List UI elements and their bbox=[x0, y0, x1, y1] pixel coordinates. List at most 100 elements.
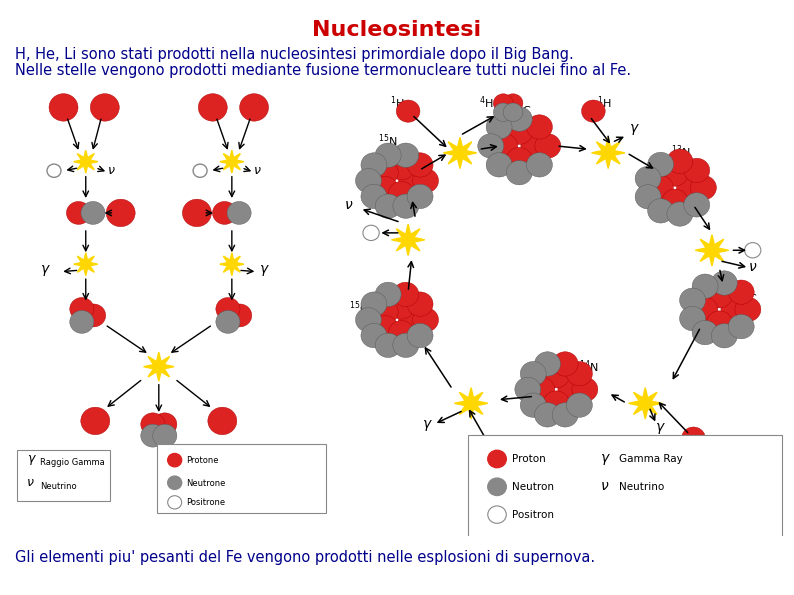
Polygon shape bbox=[592, 137, 625, 168]
FancyBboxPatch shape bbox=[17, 450, 110, 501]
Circle shape bbox=[707, 311, 732, 335]
Circle shape bbox=[356, 168, 381, 193]
Circle shape bbox=[486, 115, 512, 139]
Circle shape bbox=[372, 161, 399, 185]
Text: $^{15}$O: $^{15}$O bbox=[349, 300, 369, 317]
Circle shape bbox=[372, 177, 399, 201]
Circle shape bbox=[106, 199, 135, 227]
Circle shape bbox=[534, 352, 561, 376]
Circle shape bbox=[198, 93, 227, 121]
Text: $^{14}$N: $^{14}$N bbox=[579, 359, 598, 375]
Circle shape bbox=[407, 184, 433, 209]
FancyBboxPatch shape bbox=[468, 436, 781, 538]
Circle shape bbox=[478, 448, 502, 470]
Text: ν: ν bbox=[27, 476, 34, 488]
Circle shape bbox=[543, 391, 569, 415]
Circle shape bbox=[566, 362, 592, 386]
Circle shape bbox=[711, 271, 738, 295]
Text: $^1$H: $^1$H bbox=[597, 95, 611, 111]
Circle shape bbox=[711, 324, 738, 348]
Circle shape bbox=[399, 168, 425, 193]
Circle shape bbox=[396, 100, 420, 122]
Polygon shape bbox=[443, 137, 476, 168]
Text: Protone: Protone bbox=[186, 456, 218, 465]
Circle shape bbox=[376, 194, 401, 218]
Text: $^1$H: $^1$H bbox=[475, 466, 489, 483]
Circle shape bbox=[493, 103, 513, 121]
Circle shape bbox=[488, 450, 507, 468]
Text: Nelle stelle vengono prodotti mediante fusione termonucleare tutti nuclei fino a: Nelle stelle vengono prodotti mediante f… bbox=[15, 63, 631, 78]
Circle shape bbox=[507, 161, 532, 185]
Circle shape bbox=[558, 377, 584, 402]
Polygon shape bbox=[391, 224, 425, 255]
Circle shape bbox=[680, 288, 706, 312]
Circle shape bbox=[507, 107, 532, 131]
Circle shape bbox=[361, 292, 387, 317]
Circle shape bbox=[91, 93, 119, 121]
Circle shape bbox=[692, 274, 718, 298]
Polygon shape bbox=[696, 234, 729, 266]
Circle shape bbox=[208, 407, 237, 435]
Polygon shape bbox=[220, 253, 244, 275]
Polygon shape bbox=[454, 388, 488, 419]
Circle shape bbox=[507, 148, 532, 172]
Text: ν: ν bbox=[345, 198, 353, 212]
Polygon shape bbox=[144, 352, 174, 381]
Circle shape bbox=[534, 403, 561, 427]
Text: ν: ν bbox=[749, 260, 757, 274]
Circle shape bbox=[49, 93, 78, 121]
Circle shape bbox=[168, 453, 182, 466]
Text: Proton: Proton bbox=[512, 455, 545, 465]
Text: Neutrino: Neutrino bbox=[40, 482, 76, 491]
Circle shape bbox=[152, 413, 177, 436]
Circle shape bbox=[581, 100, 605, 122]
Circle shape bbox=[141, 413, 165, 436]
Text: Gamma Ray: Gamma Ray bbox=[619, 455, 683, 465]
Circle shape bbox=[667, 202, 693, 226]
Circle shape bbox=[520, 393, 546, 417]
Circle shape bbox=[667, 149, 693, 174]
Circle shape bbox=[47, 164, 61, 177]
Circle shape bbox=[168, 496, 182, 509]
Text: Neutrino: Neutrino bbox=[619, 483, 665, 492]
Text: $^1$H: $^1$H bbox=[390, 95, 404, 111]
Circle shape bbox=[393, 143, 418, 167]
Circle shape bbox=[183, 199, 211, 227]
Circle shape bbox=[503, 94, 523, 112]
Circle shape bbox=[681, 427, 705, 449]
Circle shape bbox=[227, 202, 251, 224]
Circle shape bbox=[566, 393, 592, 417]
Text: γ: γ bbox=[260, 262, 268, 276]
Circle shape bbox=[407, 292, 433, 317]
Circle shape bbox=[361, 153, 387, 177]
Circle shape bbox=[193, 164, 207, 177]
Circle shape bbox=[521, 134, 547, 158]
Circle shape bbox=[216, 298, 240, 321]
Circle shape bbox=[81, 407, 110, 435]
Circle shape bbox=[493, 94, 513, 112]
Text: ν: ν bbox=[108, 164, 115, 177]
Circle shape bbox=[363, 226, 380, 240]
Circle shape bbox=[388, 295, 414, 319]
Circle shape bbox=[543, 364, 569, 388]
Text: $^4$He: $^4$He bbox=[479, 95, 500, 111]
Text: γ: γ bbox=[423, 416, 431, 431]
Circle shape bbox=[526, 153, 553, 177]
Text: γ: γ bbox=[657, 420, 665, 434]
Circle shape bbox=[168, 476, 182, 489]
Circle shape bbox=[692, 298, 718, 321]
Circle shape bbox=[228, 304, 252, 327]
Circle shape bbox=[488, 506, 507, 524]
Circle shape bbox=[393, 333, 418, 358]
Circle shape bbox=[691, 176, 716, 200]
Polygon shape bbox=[74, 253, 98, 275]
Circle shape bbox=[393, 194, 418, 218]
Circle shape bbox=[721, 298, 747, 321]
Circle shape bbox=[488, 478, 507, 496]
Circle shape bbox=[680, 306, 706, 331]
Circle shape bbox=[648, 152, 673, 177]
Circle shape bbox=[692, 321, 718, 345]
Text: γ: γ bbox=[630, 121, 638, 135]
Text: Positrone: Positrone bbox=[186, 499, 225, 508]
Circle shape bbox=[413, 168, 438, 193]
